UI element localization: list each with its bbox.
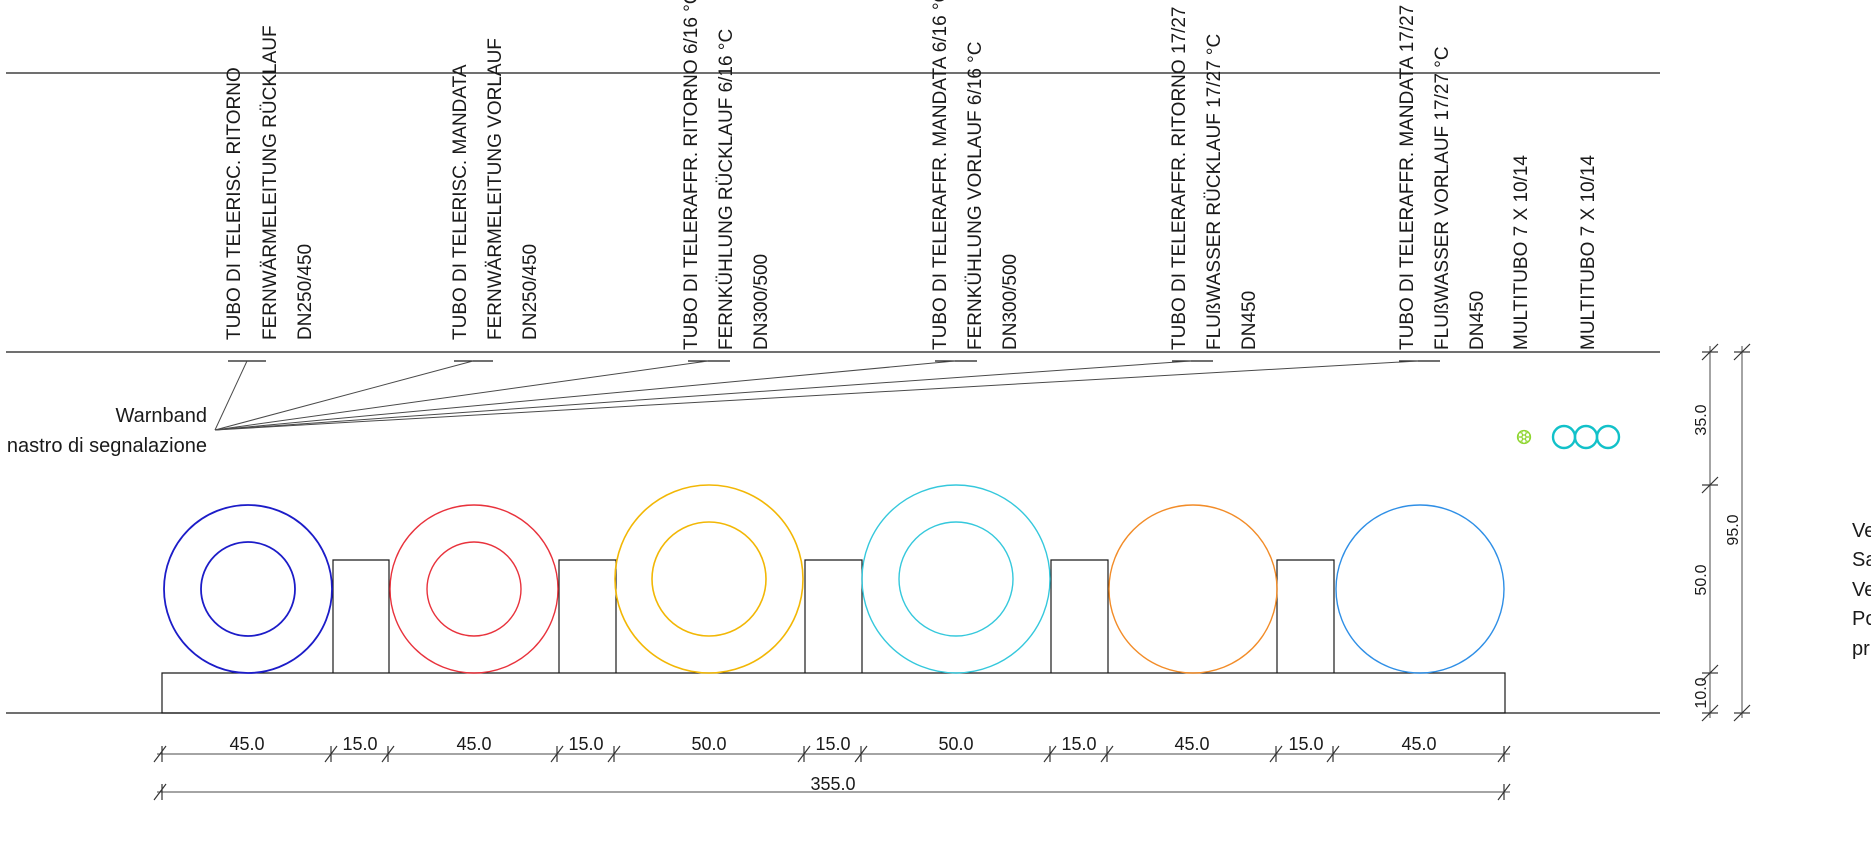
pipe-4-outer <box>861 484 1051 674</box>
pipe-3-inner <box>651 521 767 637</box>
pipe-6-label-it: TUBO DI TELERAFFR. MANDATA 17/27 °C <box>1397 0 1418 350</box>
pipe-5 <box>1108 504 1278 674</box>
pipe-2-outer <box>389 504 559 674</box>
pipe-4-labels: TUBO DI TELERAFFR. MANDATA 6/16 °C FERNK… <box>930 0 1021 350</box>
multitube-rings-symbol <box>1551 424 1621 450</box>
pipe-3-label-it: TUBO DI TELERAFFR. RITORNO 6/16 °C <box>681 0 702 350</box>
right-note-5: pr <box>1852 638 1870 660</box>
pipe-1-outer <box>163 504 333 674</box>
dim-10: 15.0 <box>1288 734 1323 754</box>
dim-1: 45.0 <box>229 734 264 754</box>
pipe-1-inner <box>200 541 296 637</box>
concrete-base <box>161 672 1506 714</box>
right-edge-notes: Ve Sa Ve Po pr <box>1852 520 1871 660</box>
right-note-3: Ve <box>1852 579 1871 601</box>
pipe-1-label-it: TUBO DI TELERISC. RITORNO <box>224 67 245 340</box>
dim-5: 50.0 <box>691 734 726 754</box>
pipe-6-label-dn: DN450 <box>1467 291 1488 350</box>
dim-right-1: 35.0 <box>1693 404 1710 435</box>
dim-8: 15.0 <box>1061 734 1096 754</box>
pipe-2-label-de: FERNWÄRMELEITUNG VORLAUF <box>485 38 506 340</box>
pipe-5-label-de: FLUßWASSER RÜCKLAUF 17/27 °C <box>1204 34 1225 350</box>
pipe-1-label-dn: DN250/450 <box>295 244 316 340</box>
dim-total: 355.0 <box>810 774 855 794</box>
warnband-leaders <box>214 360 1419 431</box>
bottom-dimension-chain: 45.0 15.0 45.0 15.0 50.0 15.0 50.0 15.0 … <box>153 734 1511 763</box>
right-note-1: Ve <box>1852 520 1871 542</box>
pipe-6 <box>1335 504 1505 674</box>
dim-2: 15.0 <box>342 734 377 754</box>
pipe-6-label-de: FLUßWASSER VORLAUF 17/27 °C <box>1432 46 1453 350</box>
dim-right-total: 95.0 <box>1725 514 1742 545</box>
warnband-label-de: Warnband <box>115 405 207 427</box>
total-dimension: 355.0 <box>153 774 1511 801</box>
dim-9: 45.0 <box>1174 734 1209 754</box>
dim-6: 15.0 <box>815 734 850 754</box>
pipe-6-outer <box>1335 504 1505 674</box>
pipe-3-outer <box>614 484 804 674</box>
pipe-1 <box>163 504 333 674</box>
pipe-3 <box>614 484 804 674</box>
right-note-2: Sa <box>1852 549 1871 571</box>
pipe-4-inner <box>898 521 1014 637</box>
pipe-4-label-de: FERNKÜHLUNG VORLAUF 6/16 °C <box>965 42 986 351</box>
right-dimension-chain: 35.0 50.0 10.0 95.0 <box>1693 343 1751 722</box>
pipe-5-label-dn: DN450 <box>1239 291 1260 350</box>
pipe-3-labels: TUBO DI TELERAFFR. RITORNO 6/16 °C FERNK… <box>681 0 772 350</box>
pipe-2 <box>389 504 559 674</box>
pipe-1-labels: TUBO DI TELERISC. RITORNO FERNWÄRMELEITU… <box>224 25 316 340</box>
pipe-3-label-de: FERNKÜHLUNG RÜCKLAUF 6/16 °C <box>716 29 737 350</box>
dim-right-2: 50.0 <box>1693 564 1710 595</box>
pipe-2-inner <box>426 541 522 637</box>
pipe-4-label-dn: DN300/500 <box>1000 254 1021 350</box>
pipe-5-outer <box>1108 504 1278 674</box>
warnband-label-it: nastro di segnalazione <box>7 435 207 457</box>
dim-11: 45.0 <box>1401 734 1436 754</box>
pipe-5-labels: TUBO DI TELERAFFR. RITORNO 17/27 FLUßWAS… <box>1169 7 1260 350</box>
pipe-4-label-it: TUBO DI TELERAFFR. MANDATA 6/16 °C <box>930 0 951 350</box>
dim-7: 50.0 <box>938 734 973 754</box>
pipe-3-label-dn: DN300/500 <box>751 254 772 350</box>
dim-4: 15.0 <box>568 734 603 754</box>
multitube-1-label: MULTITUBO 7 X 10/14 <box>1511 155 1532 350</box>
pipe-4 <box>861 484 1051 674</box>
pipe-5-label-it: TUBO DI TELERAFFR. RITORNO 17/27 <box>1169 7 1190 350</box>
pipe-6-labels: TUBO DI TELERAFFR. MANDATA 17/27 °C FLUß… <box>1397 0 1488 350</box>
multitube-2-label: MULTITUBO 7 X 10/14 <box>1578 155 1599 350</box>
pipe-2-label-it: TUBO DI TELERISC. MANDATA <box>450 64 471 340</box>
pipe-2-label-dn: DN250/450 <box>520 244 541 340</box>
pipe-2-labels: TUBO DI TELERISC. MANDATA FERNWÄRMELEITU… <box>450 38 541 340</box>
concrete-separators <box>332 559 1335 673</box>
multitube-small-symbol <box>1516 429 1532 445</box>
pipe-1-label-de: FERNWÄRMELEITUNG RÜCKLAUF <box>260 25 281 340</box>
right-note-4: Po <box>1852 608 1871 630</box>
dim-right-3: 10.0 <box>1693 677 1710 708</box>
dim-3: 45.0 <box>456 734 491 754</box>
